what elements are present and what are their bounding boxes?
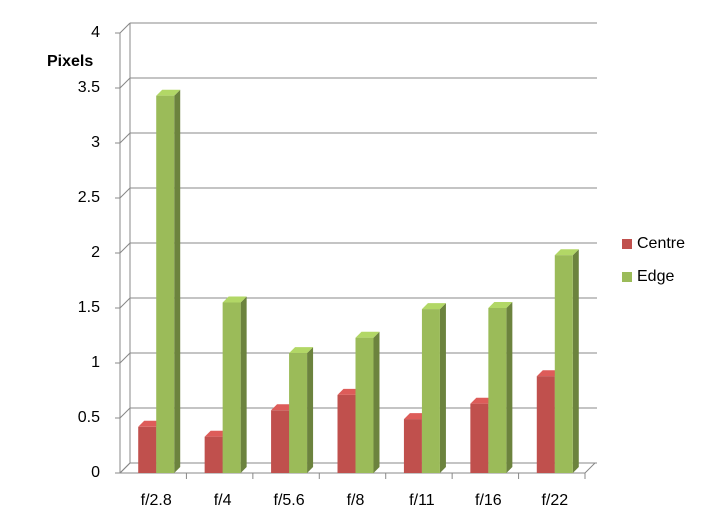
bar-side xyxy=(373,331,380,473)
x-tick-label: f/8 xyxy=(347,492,365,509)
bar xyxy=(421,309,440,473)
y-tick-label: 0 xyxy=(91,464,100,481)
bar xyxy=(488,308,507,473)
bar xyxy=(554,255,573,473)
grid-line-side xyxy=(119,187,131,199)
bar-top xyxy=(289,347,314,354)
grid-line-side xyxy=(119,352,131,364)
bar xyxy=(156,95,175,473)
legend-swatch xyxy=(622,272,632,282)
x-tick-label: f/16 xyxy=(475,492,502,509)
y-tick-label: 2.5 xyxy=(78,189,100,206)
grid-line-side xyxy=(119,22,131,34)
bar-side xyxy=(439,303,446,473)
legend-swatch xyxy=(622,239,632,249)
bar-side xyxy=(174,89,181,473)
bar-side xyxy=(307,347,314,473)
bar xyxy=(204,436,223,473)
grid-line-side xyxy=(119,242,131,254)
x-tick-label: f/2.8 xyxy=(141,492,172,509)
legend-label: Edge xyxy=(637,268,674,285)
grid-line-side xyxy=(119,462,131,474)
bar xyxy=(355,337,374,473)
bar xyxy=(138,426,157,473)
bar xyxy=(222,302,241,473)
y-tick-label: 0.5 xyxy=(78,409,100,426)
x-tick-label: f/22 xyxy=(541,492,568,509)
bar xyxy=(403,419,422,473)
bar-top xyxy=(355,331,380,338)
y-axis-label: Pixels xyxy=(47,53,93,70)
grid-line-side xyxy=(119,132,131,144)
bar-top xyxy=(554,249,579,256)
bar-side xyxy=(240,296,247,473)
bar-side xyxy=(506,302,513,473)
bar-top xyxy=(156,89,181,96)
y-tick-label: 1 xyxy=(91,354,100,371)
bar xyxy=(289,353,308,473)
grid-line-side xyxy=(119,77,131,89)
y-tick-label: 3 xyxy=(91,134,100,151)
x-tick-label: f/11 xyxy=(409,492,435,509)
y-tick-label: 1.5 xyxy=(78,299,100,316)
bar-top xyxy=(222,296,247,303)
grid-line-side xyxy=(119,407,131,419)
bar-side xyxy=(572,249,579,473)
bar-top xyxy=(421,303,446,310)
grid-line-side xyxy=(119,297,131,309)
y-tick-label: 2 xyxy=(91,244,100,261)
bar xyxy=(536,376,555,473)
bar xyxy=(271,410,290,473)
bar-top xyxy=(488,302,513,308)
bar xyxy=(337,394,356,473)
bar xyxy=(470,403,489,473)
x-tick-label: f/5.6 xyxy=(274,492,305,509)
y-tick-label: 3.5 xyxy=(78,79,100,96)
legend-label: Centre xyxy=(637,235,685,252)
x-tick-label: f/4 xyxy=(214,492,232,509)
y-tick-label: 4 xyxy=(91,24,100,41)
